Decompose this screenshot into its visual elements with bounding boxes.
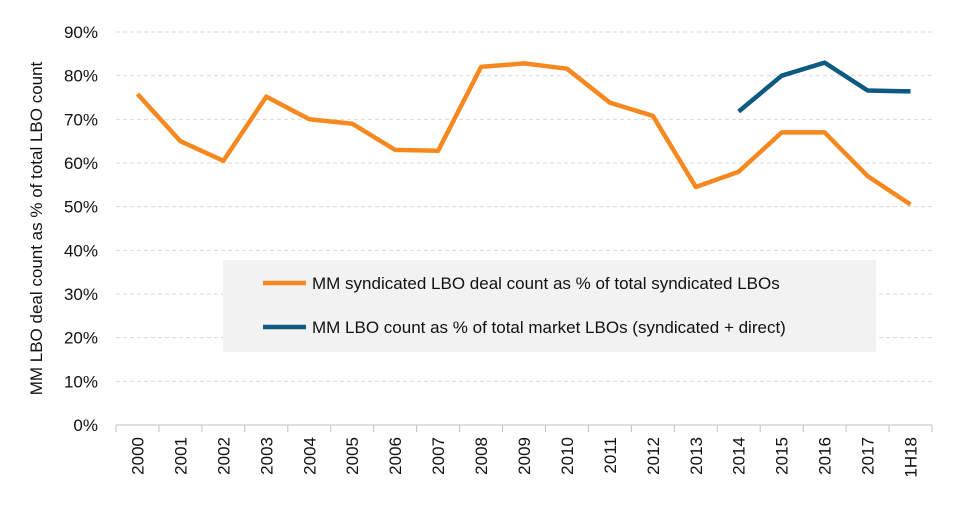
y-tick-label: 30%: [64, 285, 98, 304]
x-tick-label: 2001: [171, 437, 190, 475]
y-tick-label: 80%: [64, 67, 98, 86]
x-tick-label: 2002: [214, 437, 233, 475]
x-tick-label: 1H18: [902, 437, 921, 478]
y-axis-ticks: 0% 10% 20% 30% 40% 50% 60% 70% 80% 90%: [64, 23, 98, 435]
x-tick-label: 2006: [386, 437, 405, 475]
x-tick-label: 2016: [816, 437, 835, 475]
series-line-1: [737, 60, 911, 114]
x-tick-label: 2017: [859, 437, 878, 475]
y-tick-label: 10%: [64, 372, 98, 391]
x-tick-label: 2011: [601, 437, 620, 474]
x-tick-label: 2003: [257, 437, 276, 475]
y-tick-label: 70%: [64, 110, 98, 129]
legend-label-mm-syndicated: MM syndicated LBO deal count as % of tot…: [312, 274, 780, 293]
x-tick-label: 2005: [343, 437, 362, 475]
x-tick-label: 2008: [472, 437, 491, 475]
series-line-0: [135, 61, 912, 207]
y-tick-label: 60%: [64, 154, 98, 173]
legend-label-mm-total-market: MM LBO count as % of total market LBOs (…: [312, 318, 786, 337]
series-lines: [135, 60, 912, 207]
x-tick-label: 2004: [300, 437, 319, 475]
legend: MM syndicated LBO deal count as % of tot…: [223, 260, 876, 352]
y-tick-label: 40%: [64, 241, 98, 260]
x-tick-label: 2015: [773, 437, 792, 475]
x-axis-ticks: 2000 2001 2002 2003 2004 2005 2006 2007 2008 2009…: [115, 425, 933, 478]
y-tick-label: 90%: [64, 23, 98, 42]
legend-background: [223, 260, 876, 352]
x-tick-label: 2007: [429, 437, 448, 475]
y-tick-label: 20%: [64, 329, 98, 348]
x-tick-label: 2010: [558, 437, 577, 475]
x-tick-label: 2014: [730, 437, 749, 475]
x-tick-label: 2013: [687, 437, 706, 475]
x-tick-label: 2009: [515, 437, 534, 475]
y-axis-label: MM LBO deal count as % of total LBO coun…: [27, 61, 46, 395]
y-tick-label: 50%: [64, 198, 98, 217]
x-tick-label: 2012: [644, 437, 663, 475]
y-tick-label: 0%: [73, 416, 98, 435]
x-tick-label: 2000: [128, 437, 147, 475]
